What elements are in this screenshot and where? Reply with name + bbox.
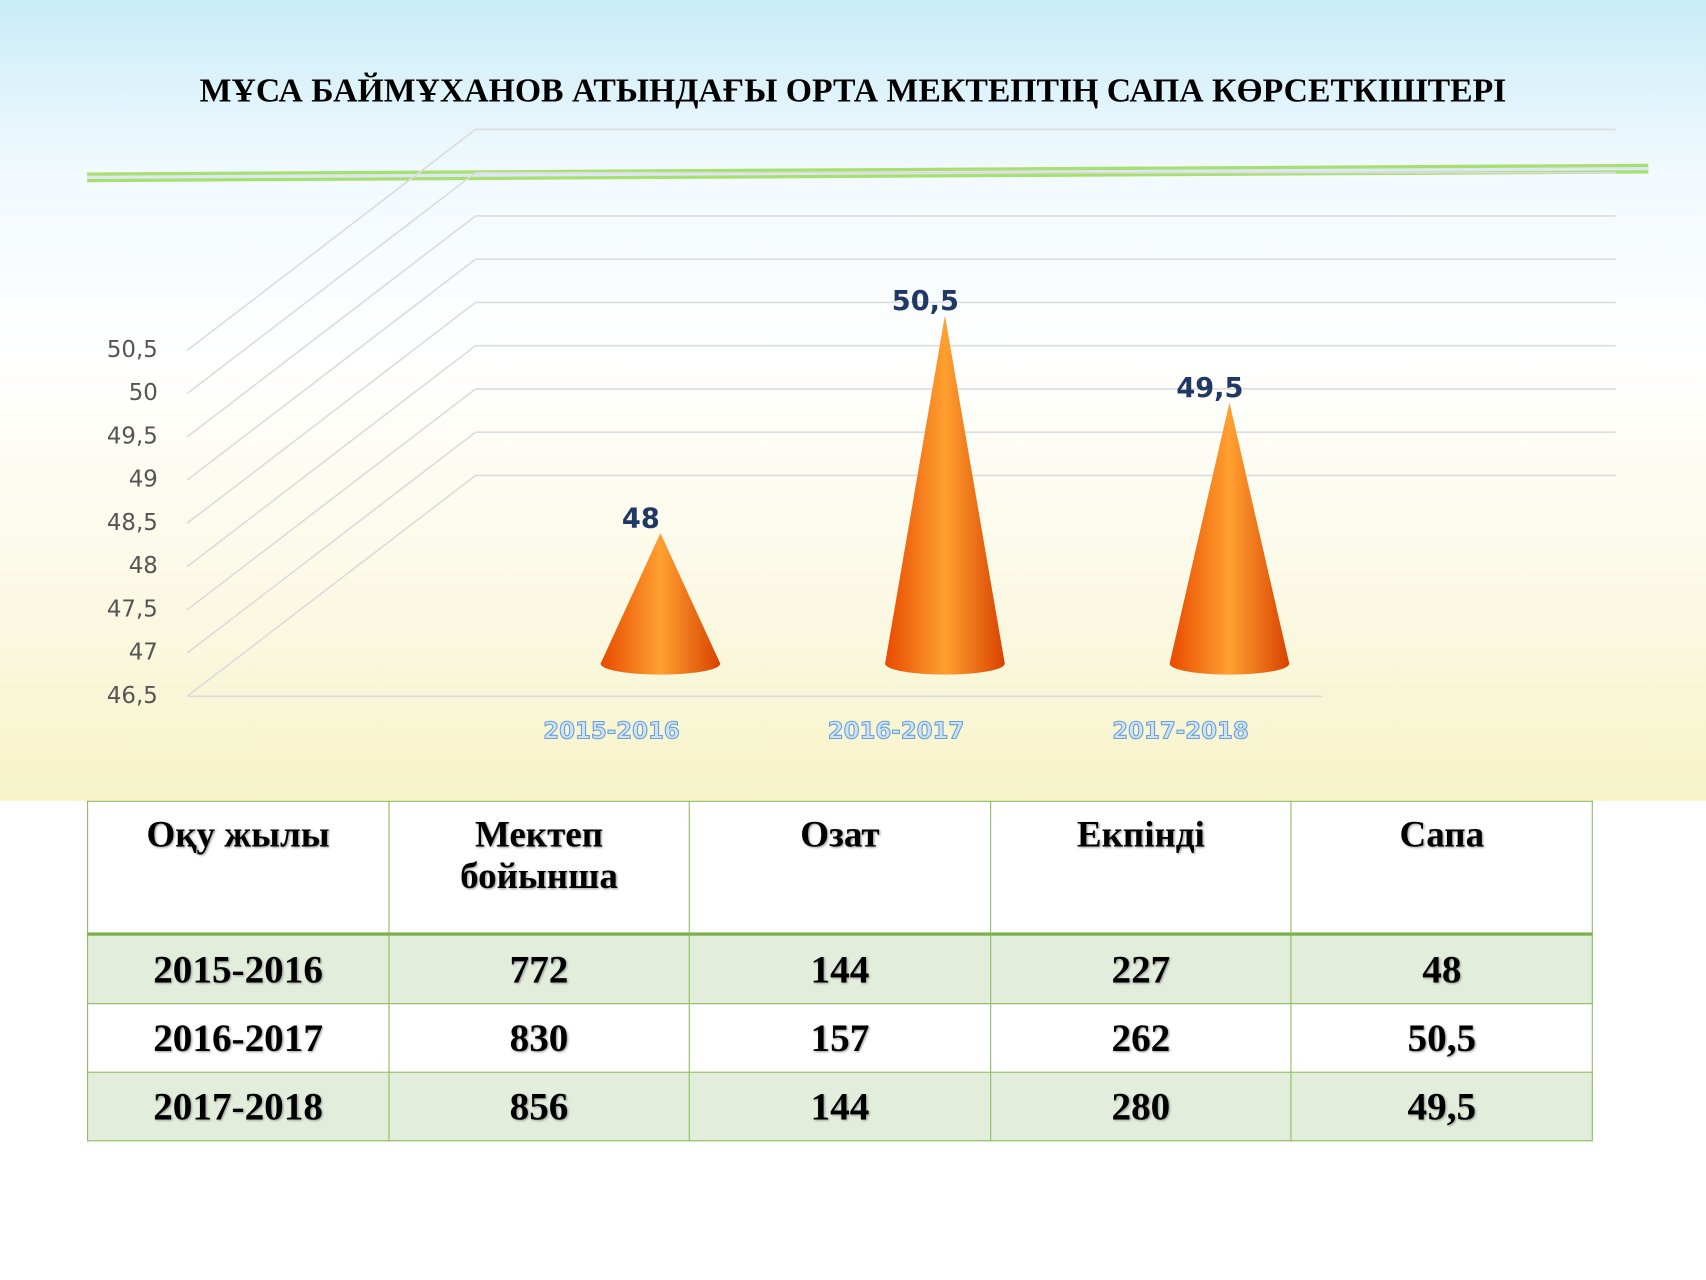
header-cell: Екпінді bbox=[989, 800, 1292, 936]
table-cell: 262 bbox=[989, 1003, 1292, 1073]
x-tick-label: 2016-2017 bbox=[828, 719, 965, 745]
table-row: 2017-2018 856 144 280 49,5 bbox=[87, 1071, 1593, 1142]
table-row: 2015-2016 772 144 227 48 bbox=[87, 933, 1593, 1005]
table-cell: 157 bbox=[688, 1003, 991, 1073]
y-tick-label: 49,5 bbox=[107, 423, 158, 449]
table-cell: 830 bbox=[387, 1003, 691, 1073]
table-cell: 144 bbox=[688, 1071, 991, 1142]
table-cell: 227 bbox=[989, 933, 1292, 1005]
data-label: 48 bbox=[622, 504, 660, 535]
cone bbox=[1169, 402, 1290, 675]
table-cell: 2016-2017 bbox=[87, 1003, 390, 1073]
header-cell: Оқу жылы bbox=[87, 800, 390, 936]
grid-line bbox=[186, 128, 476, 351]
table-row: 2016-2017 830 157 262 50,5 bbox=[87, 1003, 1593, 1073]
table-cell: 50,5 bbox=[1290, 1003, 1593, 1073]
y-tick-label: 47 bbox=[129, 640, 158, 666]
data-table: Оқу жылы Мектеп бойынша Озат Екпінді Сапа 20… bbox=[87, 800, 1593, 1142]
table-body: 2015-2016 772 144 227 48 2016-2017 830 157 262 50… bbox=[87, 933, 1593, 1142]
y-tick-label: 50,5 bbox=[107, 337, 158, 363]
data-label: 49,5 bbox=[1176, 373, 1243, 404]
cone bbox=[885, 315, 1005, 675]
cone bbox=[600, 533, 721, 675]
grid-line bbox=[186, 474, 476, 697]
table-cell: 856 bbox=[387, 1071, 691, 1142]
chart: МҰСА БАЙМҰХАНОВ АТЫНДАҒЫ ОРТА МЕКТЕПТІҢ … bbox=[87, 72, 1649, 745]
y-tick-label: 48 bbox=[129, 553, 158, 579]
y-tick-label: 49 bbox=[129, 467, 158, 493]
y-tick-label: 46,5 bbox=[107, 683, 158, 709]
header-cell: Сапа bbox=[1290, 800, 1593, 936]
table-cell: 2015-2016 bbox=[87, 933, 390, 1005]
grid-line bbox=[186, 388, 476, 611]
table-cell: 280 bbox=[989, 1071, 1292, 1142]
table-cell: 48 bbox=[1290, 933, 1593, 1005]
data-label: 50,5 bbox=[892, 286, 959, 317]
grid-line bbox=[186, 215, 476, 438]
grid-line bbox=[186, 345, 476, 568]
x-tick-label: 2015-2016 bbox=[543, 719, 680, 745]
table-cell: 2017-2018 bbox=[87, 1071, 390, 1142]
x-tick-label: 2017-2018 bbox=[1112, 719, 1249, 745]
grid-line bbox=[186, 172, 476, 395]
header-cell: Озат bbox=[688, 800, 991, 936]
header-row: Оқу жылы Мектеп бойынша Озат Екпінді Сапа bbox=[87, 800, 1593, 936]
grid-line bbox=[186, 258, 476, 481]
y-tick-label: 47,5 bbox=[107, 596, 158, 622]
background bbox=[0, 0, 1706, 801]
y-tick-label: 48,5 bbox=[107, 510, 158, 536]
table-cell: 144 bbox=[688, 933, 991, 1005]
table-cell: 772 bbox=[387, 933, 691, 1005]
chart-title: МҰСА БАЙМҰХАНОВ АТЫНДАҒЫ ОРТА МЕКТЕПТІҢ … bbox=[200, 72, 1507, 109]
y-tick-label: 50 bbox=[129, 380, 158, 406]
grid-line bbox=[186, 301, 476, 524]
grid-line bbox=[186, 431, 476, 654]
table-cell: 49,5 bbox=[1290, 1071, 1593, 1142]
header-cell: Мектеп бойынша bbox=[387, 800, 691, 936]
